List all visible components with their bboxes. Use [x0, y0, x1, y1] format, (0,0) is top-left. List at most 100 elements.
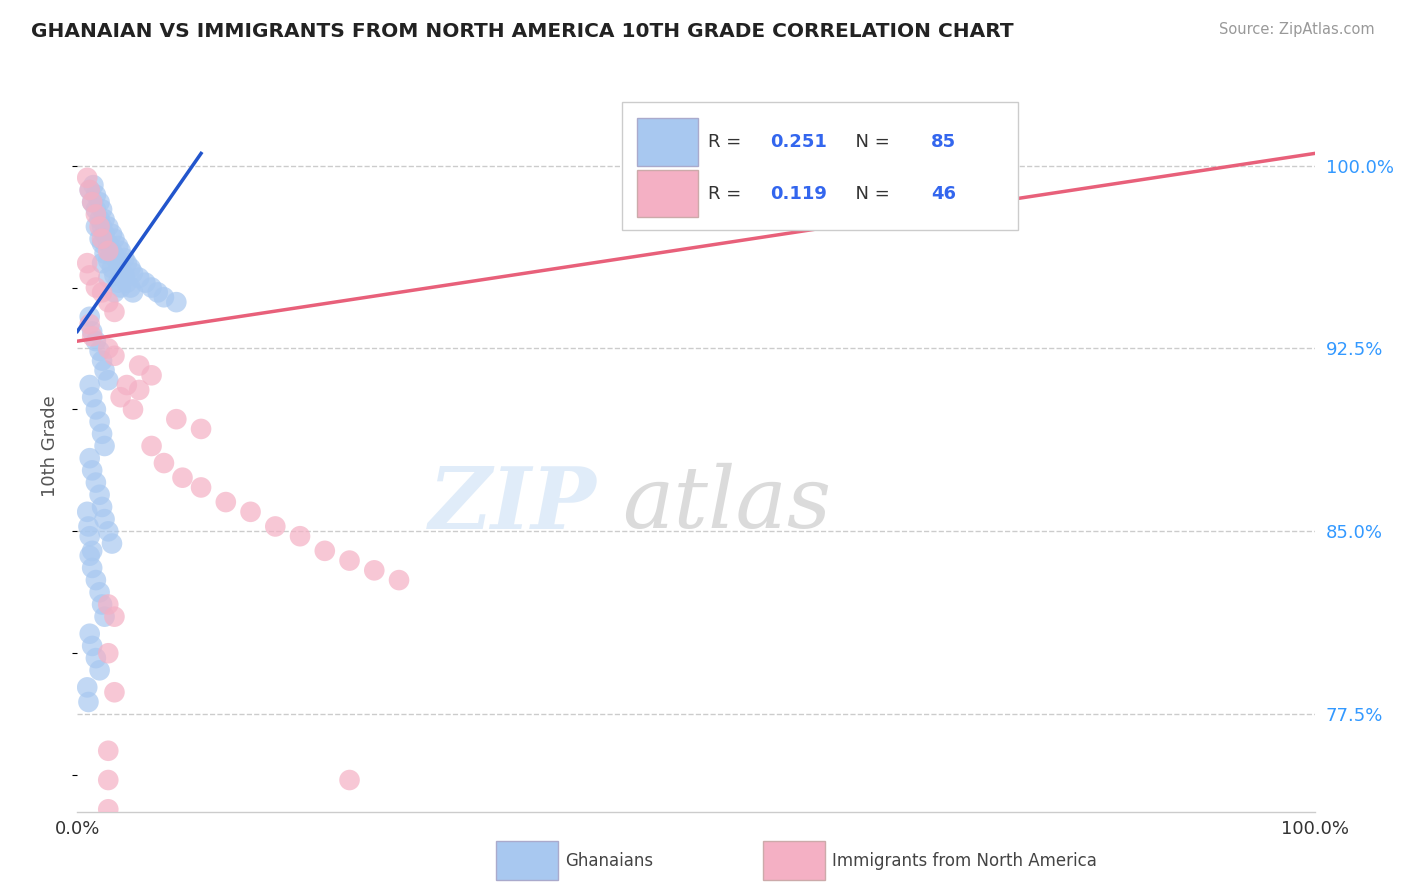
Point — [84, 651, 107, 665]
Point — [101, 244, 124, 258]
Point — [363, 563, 385, 577]
Text: atlas: atlas — [621, 463, 831, 546]
Point — [103, 232, 125, 246]
Point — [120, 280, 142, 294]
Point — [93, 512, 115, 526]
Point — [103, 268, 125, 283]
Point — [93, 227, 115, 241]
Point — [91, 500, 114, 514]
Point — [110, 280, 132, 294]
Point — [128, 270, 150, 285]
Point — [82, 561, 104, 575]
Point — [264, 519, 287, 533]
Point — [91, 232, 114, 246]
Point — [93, 363, 115, 377]
FancyBboxPatch shape — [621, 103, 1018, 230]
Y-axis label: 10th Grade: 10th Grade — [41, 395, 59, 497]
Point — [91, 236, 114, 251]
Point — [153, 290, 176, 304]
Point — [84, 207, 107, 221]
Point — [141, 280, 163, 294]
Text: ZIP: ZIP — [429, 463, 598, 546]
Point — [97, 646, 120, 660]
Point — [103, 305, 125, 319]
Point — [76, 505, 98, 519]
Point — [84, 475, 107, 490]
Point — [77, 519, 100, 533]
Point — [76, 256, 98, 270]
Point — [128, 359, 150, 373]
Point — [82, 195, 104, 210]
Point — [103, 349, 125, 363]
Point — [91, 285, 114, 300]
Point — [110, 244, 132, 258]
Point — [115, 378, 138, 392]
Point — [103, 249, 125, 263]
Point — [84, 202, 107, 217]
Point — [110, 263, 132, 277]
Text: Source: ZipAtlas.com: Source: ZipAtlas.com — [1219, 22, 1375, 37]
Point — [91, 598, 114, 612]
Point — [288, 529, 311, 543]
Point — [165, 412, 187, 426]
Point — [97, 598, 120, 612]
Text: 0.251: 0.251 — [770, 134, 827, 152]
Point — [107, 256, 129, 270]
Point — [82, 178, 104, 193]
Point — [115, 256, 138, 270]
Point — [97, 244, 120, 258]
Point — [84, 402, 107, 417]
Point — [120, 260, 142, 275]
Text: 46: 46 — [931, 185, 956, 202]
Point — [112, 268, 135, 283]
Point — [84, 573, 107, 587]
Point — [82, 639, 104, 653]
Point — [93, 439, 115, 453]
Point — [134, 276, 156, 290]
Point — [97, 342, 120, 356]
Point — [79, 378, 101, 392]
Text: R =: R = — [709, 134, 748, 152]
Point — [239, 505, 262, 519]
Point — [128, 383, 150, 397]
Point — [339, 553, 361, 567]
Point — [122, 285, 145, 300]
Point — [79, 529, 101, 543]
Text: N =: N = — [845, 185, 896, 202]
Point — [84, 334, 107, 348]
Point — [146, 285, 169, 300]
Point — [103, 685, 125, 699]
Point — [91, 353, 114, 368]
Point — [153, 456, 176, 470]
Text: Ghanaians: Ghanaians — [565, 852, 654, 870]
Point — [79, 317, 101, 331]
Point — [141, 439, 163, 453]
Point — [97, 219, 120, 234]
Point — [314, 544, 336, 558]
Point — [190, 480, 212, 494]
Point — [97, 772, 120, 787]
Point — [388, 573, 411, 587]
Point — [79, 183, 101, 197]
Point — [101, 260, 124, 275]
Text: R =: R = — [709, 185, 748, 202]
Point — [89, 232, 111, 246]
Point — [84, 280, 107, 294]
Point — [79, 268, 101, 283]
Point — [77, 695, 100, 709]
Point — [82, 390, 104, 404]
Point — [112, 252, 135, 266]
Point — [82, 544, 104, 558]
Point — [84, 219, 107, 234]
Point — [97, 236, 120, 251]
Point — [110, 390, 132, 404]
Text: 0.119: 0.119 — [770, 185, 827, 202]
Point — [91, 219, 114, 234]
Point — [91, 426, 114, 441]
Point — [89, 663, 111, 677]
Point — [89, 343, 111, 358]
Point — [172, 471, 194, 485]
Point — [93, 246, 115, 260]
FancyBboxPatch shape — [637, 169, 699, 217]
Text: N =: N = — [845, 134, 896, 152]
